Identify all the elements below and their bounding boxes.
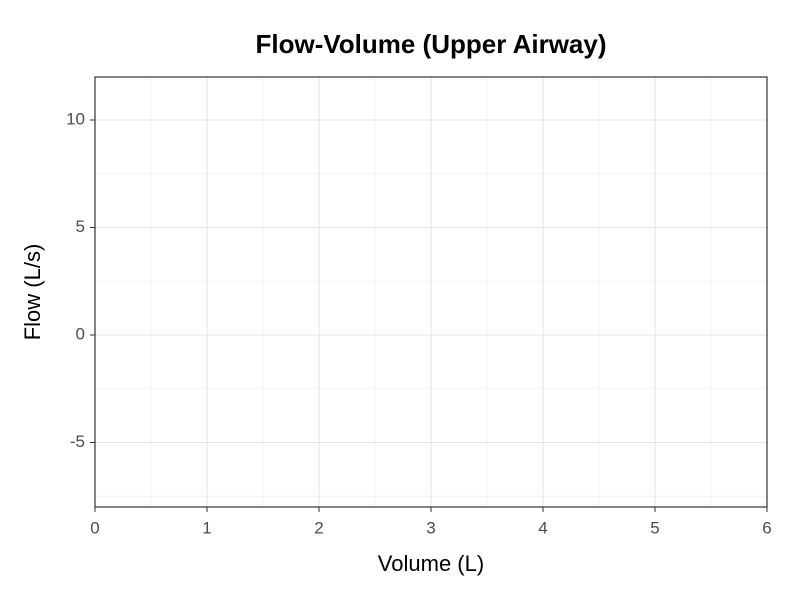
- x-tick-label: 4: [538, 518, 547, 537]
- chart-title: Flow-Volume (Upper Airway): [255, 29, 606, 59]
- y-axis-title: Flow (L/s): [20, 244, 45, 341]
- y-tick-label: 10: [66, 109, 85, 128]
- x-tick-label: 0: [90, 518, 99, 537]
- y-tick-label: 0: [76, 324, 85, 343]
- panel-border: [94, 76, 768, 508]
- x-tick-label: 1: [202, 518, 211, 537]
- y-tick-label: 5: [76, 217, 85, 236]
- x-tick-label: 5: [650, 518, 659, 537]
- x-axis-title: Volume (L): [378, 551, 484, 576]
- x-tick-label: 6: [762, 518, 771, 537]
- x-tick-label: 2: [314, 518, 323, 537]
- x-tick-label: 3: [426, 518, 435, 537]
- y-tick-label: -5: [70, 432, 85, 451]
